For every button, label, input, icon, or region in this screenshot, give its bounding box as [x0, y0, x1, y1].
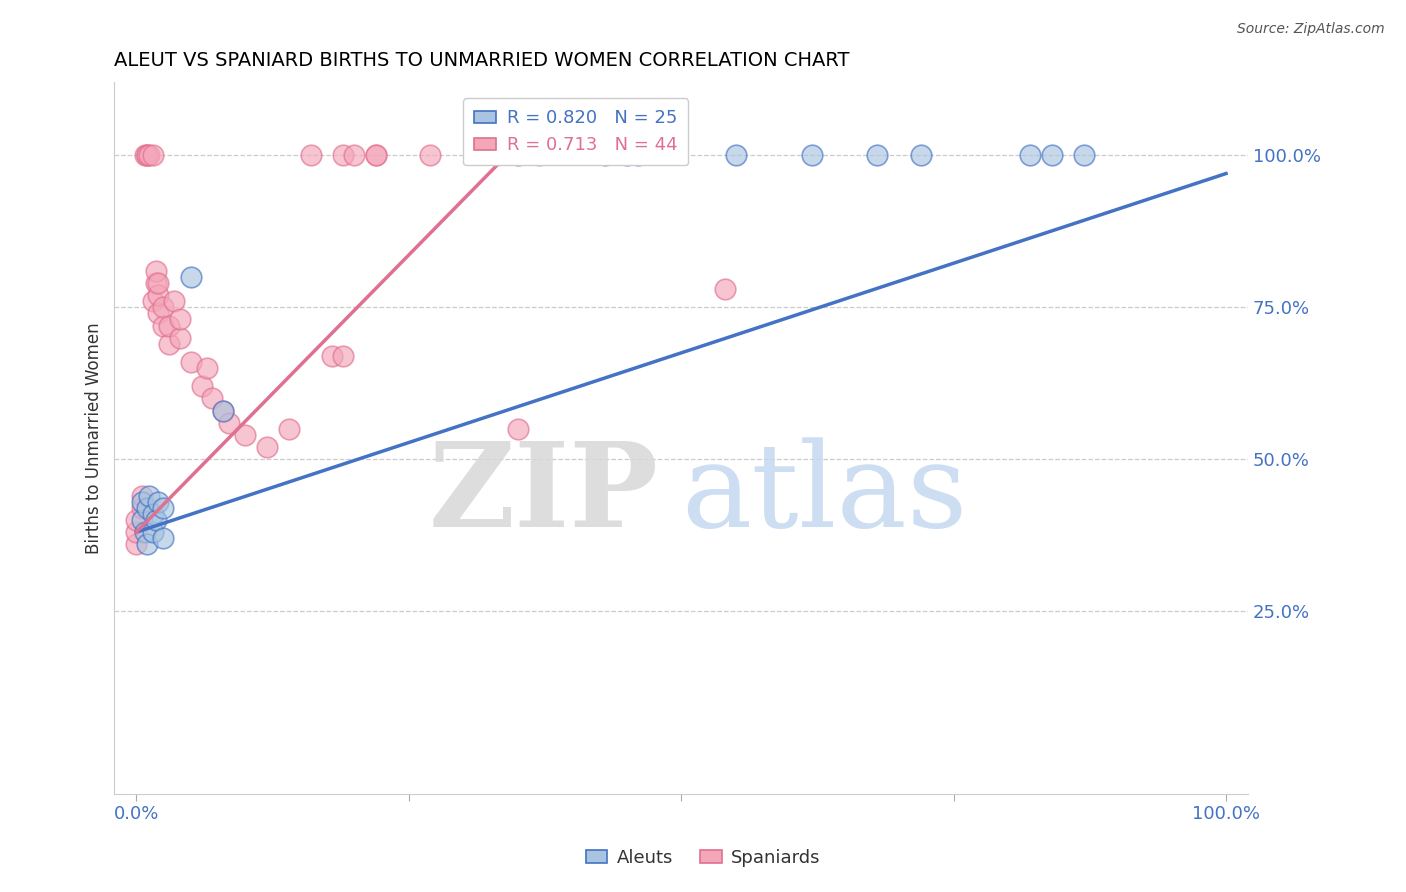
Point	[233, 428, 256, 442]
Point	[136, 148, 159, 162]
Point	[616, 148, 638, 162]
Point	[1040, 148, 1063, 162]
Point	[152, 500, 174, 515]
Point	[157, 336, 180, 351]
Point	[134, 525, 156, 540]
Point	[136, 500, 159, 515]
Point	[142, 525, 165, 540]
Point	[866, 148, 889, 162]
Point	[142, 507, 165, 521]
Point	[146, 288, 169, 302]
Point	[212, 403, 235, 417]
Point	[131, 489, 153, 503]
Point	[218, 416, 240, 430]
Point	[180, 355, 202, 369]
Point	[724, 148, 747, 162]
Point	[529, 148, 551, 162]
Point	[212, 403, 235, 417]
Point	[800, 148, 823, 162]
Text: Source: ZipAtlas.com: Source: ZipAtlas.com	[1237, 22, 1385, 37]
Point	[321, 349, 343, 363]
Point	[419, 148, 441, 162]
Text: ZIP: ZIP	[429, 437, 658, 552]
Point	[142, 148, 165, 162]
Y-axis label: Births to Unmarried Women: Births to Unmarried Women	[86, 322, 103, 554]
Point	[364, 148, 387, 162]
Point	[190, 379, 212, 393]
Point	[343, 148, 366, 162]
Point	[910, 148, 932, 162]
Point	[152, 532, 174, 546]
Point	[152, 318, 174, 333]
Text: atlas: atlas	[681, 438, 967, 552]
Point	[136, 537, 159, 551]
Point	[146, 306, 169, 320]
Legend: Aleuts, Spaniards: Aleuts, Spaniards	[579, 842, 827, 874]
Point	[506, 422, 529, 436]
Point	[593, 148, 616, 162]
Point	[506, 148, 529, 162]
Text: ALEUT VS SPANIARD BIRTHS TO UNMARRIED WOMEN CORRELATION CHART: ALEUT VS SPANIARD BIRTHS TO UNMARRIED WO…	[114, 51, 849, 70]
Point	[138, 148, 160, 162]
Point	[169, 331, 191, 345]
Point	[332, 349, 354, 363]
Point	[626, 148, 648, 162]
Point	[256, 440, 278, 454]
Point	[180, 269, 202, 284]
Point	[134, 148, 156, 162]
Point	[146, 276, 169, 290]
Point	[145, 276, 167, 290]
Point	[364, 148, 387, 162]
Point	[142, 294, 165, 309]
Point	[201, 392, 224, 406]
Point	[169, 312, 191, 326]
Point	[125, 525, 148, 540]
Legend: R = 0.820   N = 25, R = 0.713   N = 44: R = 0.820 N = 25, R = 0.713 N = 44	[464, 98, 689, 165]
Point	[138, 489, 160, 503]
Point	[131, 513, 153, 527]
Point	[145, 513, 167, 527]
Point	[152, 301, 174, 315]
Point	[146, 495, 169, 509]
Point	[125, 537, 148, 551]
Point	[131, 500, 153, 515]
Point	[1073, 148, 1095, 162]
Point	[125, 513, 148, 527]
Point	[131, 495, 153, 509]
Point	[136, 148, 159, 162]
Point	[277, 422, 299, 436]
Point	[299, 148, 322, 162]
Point	[163, 294, 186, 309]
Point	[713, 282, 735, 296]
Point	[332, 148, 354, 162]
Point	[1018, 148, 1040, 162]
Point	[157, 318, 180, 333]
Point	[195, 361, 218, 376]
Point	[485, 148, 508, 162]
Point	[145, 264, 167, 278]
